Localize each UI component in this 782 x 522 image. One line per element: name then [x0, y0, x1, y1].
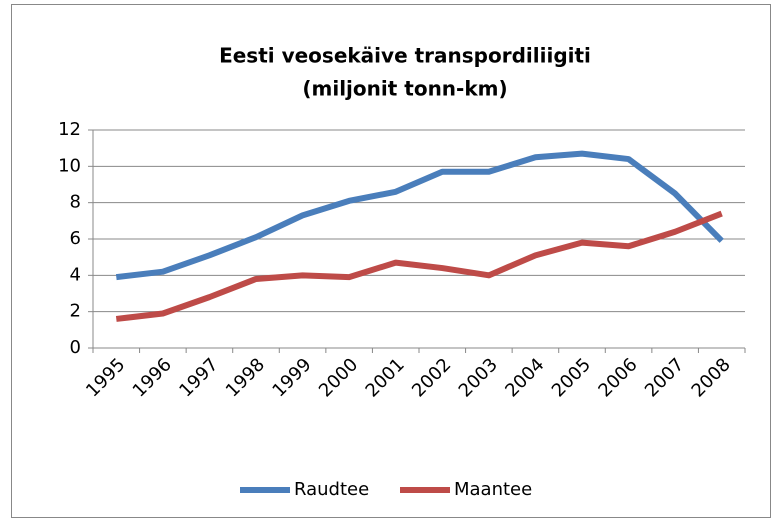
y-tick-label: 8 [70, 192, 81, 213]
chart-title: Eesti veosekäive transpordiliigiti [219, 44, 591, 68]
y-tick-label: 2 [70, 301, 81, 322]
series-line [115, 210, 723, 322]
y-tick-label: 12 [58, 119, 81, 140]
legend-label: Maantee [454, 479, 532, 500]
series-line [115, 150, 724, 281]
y-tick-label: 6 [70, 228, 81, 249]
y-tick-label: 0 [70, 337, 81, 358]
y-tick-label: 4 [70, 264, 81, 285]
legend-label: Raudtee [294, 479, 369, 500]
chart-subtitle: (miljonit tonn-km) [302, 77, 507, 101]
y-tick-label: 10 [58, 155, 81, 176]
